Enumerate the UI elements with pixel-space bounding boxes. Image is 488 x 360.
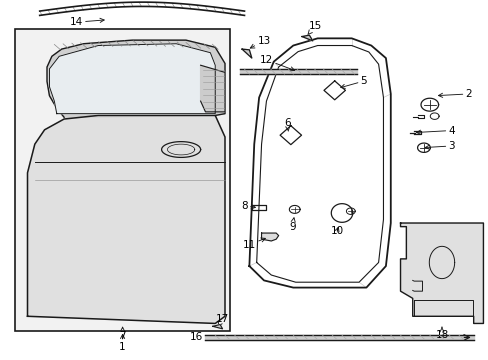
Text: 4: 4 bbox=[416, 126, 454, 135]
Text: 2: 2 bbox=[438, 89, 471, 99]
Text: 1: 1 bbox=[119, 334, 125, 352]
Text: 10: 10 bbox=[330, 226, 343, 236]
Text: 14: 14 bbox=[69, 17, 104, 27]
Text: 7: 7 bbox=[119, 327, 125, 341]
Polygon shape bbox=[47, 40, 224, 117]
Text: 8: 8 bbox=[241, 201, 255, 211]
Text: 3: 3 bbox=[425, 141, 454, 151]
Text: 6: 6 bbox=[284, 118, 290, 131]
Text: 18: 18 bbox=[434, 327, 447, 340]
Bar bbox=[15, 30, 229, 330]
Polygon shape bbox=[242, 49, 251, 58]
Polygon shape bbox=[212, 324, 222, 329]
Text: 11: 11 bbox=[242, 238, 265, 249]
Polygon shape bbox=[27, 116, 224, 323]
Polygon shape bbox=[200, 65, 224, 112]
Text: 16: 16 bbox=[189, 332, 203, 342]
Polygon shape bbox=[261, 233, 278, 241]
Text: 15: 15 bbox=[307, 21, 321, 35]
Text: 12: 12 bbox=[259, 55, 294, 71]
Polygon shape bbox=[49, 44, 215, 114]
Polygon shape bbox=[302, 35, 312, 41]
Text: 17: 17 bbox=[216, 314, 229, 327]
Text: 9: 9 bbox=[288, 218, 295, 231]
Polygon shape bbox=[400, 223, 483, 323]
Text: 5: 5 bbox=[340, 76, 366, 89]
Text: 13: 13 bbox=[250, 36, 270, 48]
